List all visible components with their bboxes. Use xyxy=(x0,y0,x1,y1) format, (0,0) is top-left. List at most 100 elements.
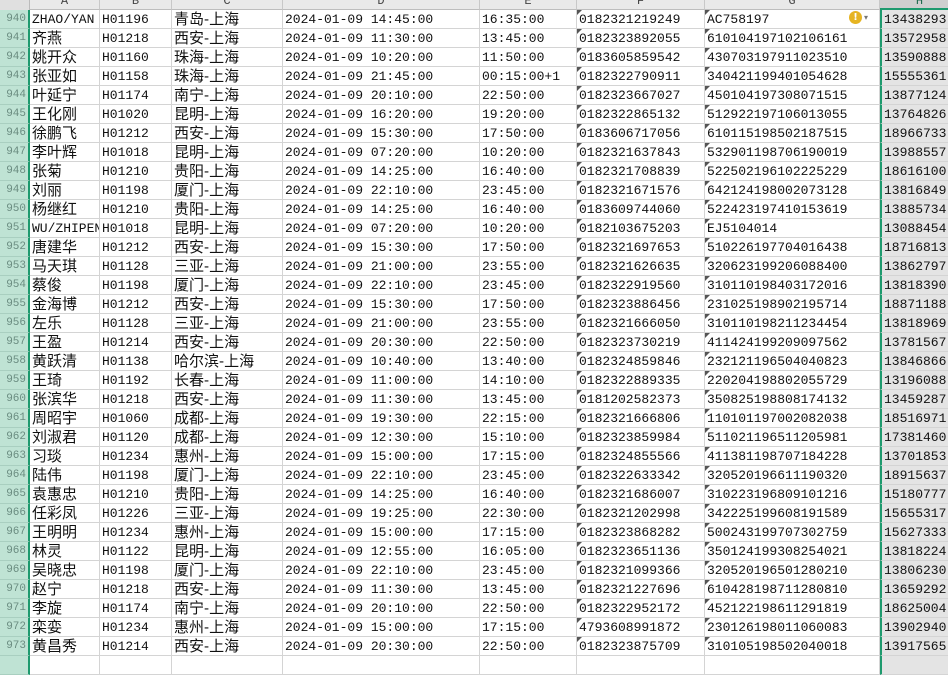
cell-c971[interactable]: 南宁-上海 xyxy=(172,599,283,618)
row-header[interactable]: 948 xyxy=(0,162,30,181)
cell-e959[interactable]: 14:10:00 xyxy=(480,371,577,390)
cell-d954[interactable]: 2024-01-09 22:10:00 xyxy=(283,276,480,295)
row-header[interactable]: 963 xyxy=(0,447,30,466)
cell-g968[interactable]: 350124199308254021 xyxy=(705,542,880,561)
row-header[interactable]: 949 xyxy=(0,181,30,200)
cell-d958[interactable]: 2024-01-09 10:40:00 xyxy=(283,352,480,371)
cell-b957[interactable]: H01214 xyxy=(100,333,172,352)
cell-e948[interactable]: 16:40:00 xyxy=(480,162,577,181)
cell-c964[interactable]: 厦门-上海 xyxy=(172,466,283,485)
cell-c945[interactable]: 昆明-上海 xyxy=(172,105,283,124)
cell-g946[interactable]: 610115198502187515 xyxy=(705,124,880,143)
cell-b950[interactable]: H01210 xyxy=(100,200,172,219)
cell-a961[interactable]: 周昭宇 xyxy=(30,409,100,428)
cell-empty[interactable] xyxy=(705,656,880,675)
cell-h956[interactable]: 13818969 xyxy=(880,314,948,333)
cell-h948[interactable]: 18616100 xyxy=(880,162,948,181)
cell-c958[interactable]: 哈尔滨-上海 xyxy=(172,352,283,371)
cell-a972[interactable]: 栾娈 xyxy=(30,618,100,637)
cell-g963[interactable]: 411381198707184228 xyxy=(705,447,880,466)
cell-g970[interactable]: 610428198711280810 xyxy=(705,580,880,599)
cell-e962[interactable]: 15:10:00 xyxy=(480,428,577,447)
cell-a940[interactable]: ZHAO/YAN xyxy=(30,10,100,29)
cell-d971[interactable]: 2024-01-09 20:10:00 xyxy=(283,599,480,618)
cell-e942[interactable]: 11:50:00 xyxy=(480,48,577,67)
cell-d957[interactable]: 2024-01-09 20:30:00 xyxy=(283,333,480,352)
row-header[interactable]: 958 xyxy=(0,352,30,371)
cell-c954[interactable]: 厦门-上海 xyxy=(172,276,283,295)
cell-f955[interactable]: 0182323886456 xyxy=(577,295,705,314)
cell-c965[interactable]: 贵阳-上海 xyxy=(172,485,283,504)
cell-d945[interactable]: 2024-01-09 16:20:00 xyxy=(283,105,480,124)
cell-h955[interactable]: 18871188 xyxy=(880,295,948,314)
row-header[interactable]: 973 xyxy=(0,637,30,656)
cell-d948[interactable]: 2024-01-09 14:25:00 xyxy=(283,162,480,181)
cell-b972[interactable]: H01234 xyxy=(100,618,172,637)
cell-h946[interactable]: 18966733 xyxy=(880,124,948,143)
cell-b973[interactable]: H01214 xyxy=(100,637,172,656)
cell-d968[interactable]: 2024-01-09 12:55:00 xyxy=(283,542,480,561)
cell-c957[interactable]: 西安-上海 xyxy=(172,333,283,352)
cell-e944[interactable]: 22:50:00 xyxy=(480,86,577,105)
row-header[interactable]: 944 xyxy=(0,86,30,105)
cell-e947[interactable]: 10:20:00 xyxy=(480,143,577,162)
cell-f958[interactable]: 0182324859846 xyxy=(577,352,705,371)
cell-c947[interactable]: 昆明-上海 xyxy=(172,143,283,162)
cell-c948[interactable]: 贵阳-上海 xyxy=(172,162,283,181)
cell-b966[interactable]: H01226 xyxy=(100,504,172,523)
row-header[interactable]: 951 xyxy=(0,219,30,238)
cell-b970[interactable]: H01218 xyxy=(100,580,172,599)
row-header[interactable] xyxy=(0,656,30,675)
cell-a954[interactable]: 蔡俊 xyxy=(30,276,100,295)
cell-a941[interactable]: 齐燕 xyxy=(30,29,100,48)
cell-a948[interactable]: 张菊 xyxy=(30,162,100,181)
cell-a971[interactable]: 李旋 xyxy=(30,599,100,618)
cell-c955[interactable]: 西安-上海 xyxy=(172,295,283,314)
cell-b945[interactable]: H01020 xyxy=(100,105,172,124)
row-header[interactable]: 971 xyxy=(0,599,30,618)
cell-g971[interactable]: 452122198611291819 xyxy=(705,599,880,618)
cell-a967[interactable]: 王明明 xyxy=(30,523,100,542)
column-header-g[interactable]: G xyxy=(705,0,880,10)
cell-c952[interactable]: 西安-上海 xyxy=(172,238,283,257)
row-header[interactable]: 965 xyxy=(0,485,30,504)
cell-empty[interactable] xyxy=(577,656,705,675)
cell-b952[interactable]: H01212 xyxy=(100,238,172,257)
cell-d966[interactable]: 2024-01-09 19:25:00 xyxy=(283,504,480,523)
row-header[interactable]: 946 xyxy=(0,124,30,143)
cell-d962[interactable]: 2024-01-09 12:30:00 xyxy=(283,428,480,447)
cell-e958[interactable]: 13:40:00 xyxy=(480,352,577,371)
row-header[interactable]: 962 xyxy=(0,428,30,447)
cell-e963[interactable]: 17:15:00 xyxy=(480,447,577,466)
cell-g966[interactable]: 342225199608191589 xyxy=(705,504,880,523)
cell-a960[interactable]: 张滨华 xyxy=(30,390,100,409)
cell-c949[interactable]: 厦门-上海 xyxy=(172,181,283,200)
cell-empty[interactable] xyxy=(100,656,172,675)
cell-f968[interactable]: 0182323651136 xyxy=(577,542,705,561)
cell-g951[interactable]: EJ5104014 xyxy=(705,219,880,238)
cell-f940[interactable]: 0182321219249 xyxy=(577,10,705,29)
cell-d961[interactable]: 2024-01-09 19:30:00 xyxy=(283,409,480,428)
cell-a965[interactable]: 袁惠忠 xyxy=(30,485,100,504)
cell-h960[interactable]: 13459287 xyxy=(880,390,948,409)
row-header[interactable]: 947 xyxy=(0,143,30,162)
cell-c953[interactable]: 三亚-上海 xyxy=(172,257,283,276)
cell-a953[interactable]: 马天琪 xyxy=(30,257,100,276)
cell-e952[interactable]: 17:50:00 xyxy=(480,238,577,257)
cell-a958[interactable]: 黄跃清 xyxy=(30,352,100,371)
cell-a942[interactable]: 姚开众 xyxy=(30,48,100,67)
cell-f960[interactable]: 0181202582373 xyxy=(577,390,705,409)
cell-f967[interactable]: 0182323868282 xyxy=(577,523,705,542)
cell-h953[interactable]: 13862797 xyxy=(880,257,948,276)
row-header[interactable]: 955 xyxy=(0,295,30,314)
cell-e945[interactable]: 19:20:00 xyxy=(480,105,577,124)
cell-f957[interactable]: 0182323730219 xyxy=(577,333,705,352)
cell-f947[interactable]: 0182321637843 xyxy=(577,143,705,162)
cell-a968[interactable]: 林灵 xyxy=(30,542,100,561)
cell-d970[interactable]: 2024-01-09 11:30:00 xyxy=(283,580,480,599)
cell-h967[interactable]: 15627333 xyxy=(880,523,948,542)
cell-d963[interactable]: 2024-01-09 15:00:00 xyxy=(283,447,480,466)
column-header-b[interactable]: B xyxy=(100,0,172,10)
cell-b953[interactable]: H01128 xyxy=(100,257,172,276)
cell-e971[interactable]: 22:50:00 xyxy=(480,599,577,618)
